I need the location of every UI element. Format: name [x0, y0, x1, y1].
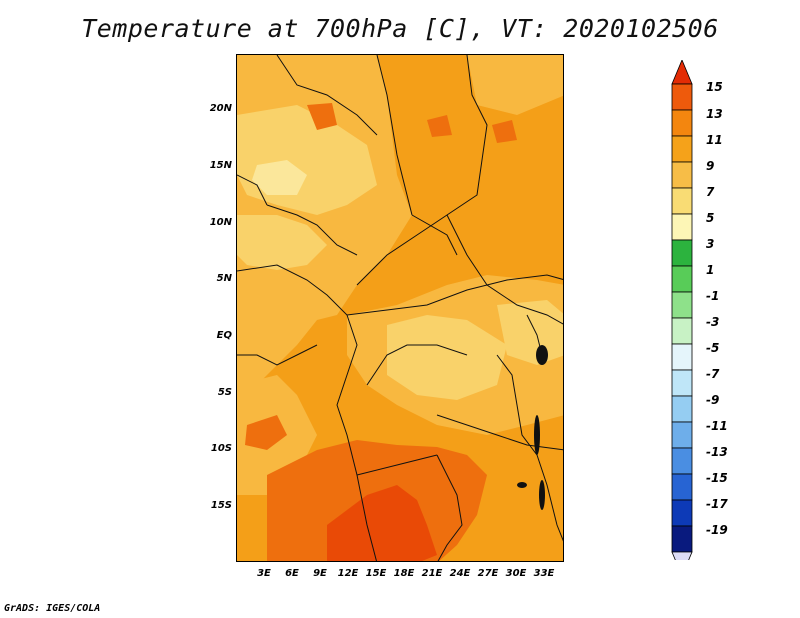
- lat-tick-label: 10S: [210, 443, 232, 454]
- field-5-7-central: [387, 315, 507, 400]
- colorbar-label: -17: [706, 497, 728, 511]
- colorbar-segment: [671, 109, 693, 137]
- lon-tick-label: 9E: [313, 568, 327, 579]
- colorbar-label: -13: [706, 445, 728, 459]
- lat-tick-label: 15N: [209, 160, 232, 171]
- colorbar-label: -19: [706, 523, 728, 537]
- colorbar-segment: [671, 135, 693, 163]
- lon-tick-label: 24E: [449, 568, 471, 579]
- lon-tick-label: 6E: [285, 568, 299, 579]
- lon-tick-label: 27E: [477, 568, 499, 579]
- lon-tick-label: 15E: [365, 568, 387, 579]
- colorbar-label: -15: [706, 471, 728, 485]
- colorbar-label: -1: [706, 289, 720, 303]
- colorbar-label: -5: [706, 341, 720, 355]
- field-11-13-north-spots: [307, 103, 517, 143]
- lat-tick-label: EQ: [216, 330, 232, 341]
- colorbar-label: 1: [706, 263, 715, 277]
- lat-tick-label: 15S: [210, 500, 232, 511]
- lon-tick-label: 3E: [257, 568, 271, 579]
- field-13-15-core: [327, 485, 437, 561]
- lat-tick-label: 10N: [209, 217, 232, 228]
- colorbar-segment: [671, 343, 693, 371]
- chart-title: Temperature at 700hPa [C], VT: 202010250…: [81, 14, 719, 43]
- colorbar-segment: [671, 369, 693, 397]
- colorbar-label: -7: [706, 367, 720, 381]
- colorbar-label: 5: [706, 211, 715, 225]
- field-7-9-east-north: [467, 55, 563, 115]
- field-5-7-west: [237, 215, 327, 270]
- lon-tick-label: 18E: [393, 568, 415, 579]
- colorbar-top-arrow: [671, 60, 693, 85]
- lakes: [517, 345, 548, 510]
- colorbar: [671, 60, 693, 560]
- colorbar-label: 15: [706, 80, 723, 94]
- colorbar-segment: [671, 291, 693, 319]
- colorbar-segment: [671, 187, 693, 215]
- lat-tick-label: 5N: [216, 273, 232, 284]
- colorbar-label: 7: [706, 185, 715, 199]
- colorbar-segment: [671, 525, 693, 553]
- colorbar-segment: [671, 239, 693, 267]
- colorbar-label: -9: [706, 393, 720, 407]
- lat-tick-label: 20N: [209, 103, 232, 114]
- lon-tick-label: 33E: [533, 568, 555, 579]
- colorbar-segment: [671, 395, 693, 423]
- colorbar-segment: [671, 213, 693, 241]
- colorbar-label: -3: [706, 315, 720, 329]
- colorbar-label: 3: [706, 237, 715, 251]
- colorbar-segment: [671, 473, 693, 501]
- lon-tick-label: 21E: [421, 568, 443, 579]
- colorbar-segment: [671, 265, 693, 293]
- grads-credit: GrADS: IGES/COLA: [4, 603, 101, 614]
- colorbar-segment: [671, 447, 693, 475]
- country-borders: [237, 55, 563, 561]
- field-11-13-west-spot: [245, 415, 287, 450]
- colorbar-segment: [671, 317, 693, 345]
- colorbar-label: -11: [706, 419, 728, 433]
- colorbar-label: 9: [706, 159, 715, 173]
- colorbar-segment: [671, 83, 693, 111]
- colorbar-label: 13: [706, 107, 723, 121]
- colorbar-segment: [671, 499, 693, 527]
- lon-tick-label: 12E: [337, 568, 359, 579]
- lat-tick-label: 5S: [217, 387, 232, 398]
- map-canvas: [237, 55, 563, 561]
- colorbar-label: 11: [706, 133, 723, 147]
- temperature-map: [236, 54, 564, 562]
- lon-tick-label: 30E: [505, 568, 527, 579]
- field-3-5-patch: [252, 160, 307, 195]
- colorbar-segment: [671, 161, 693, 189]
- colorbar-bottom-arrow: [671, 551, 693, 560]
- colorbar-segment: [671, 421, 693, 449]
